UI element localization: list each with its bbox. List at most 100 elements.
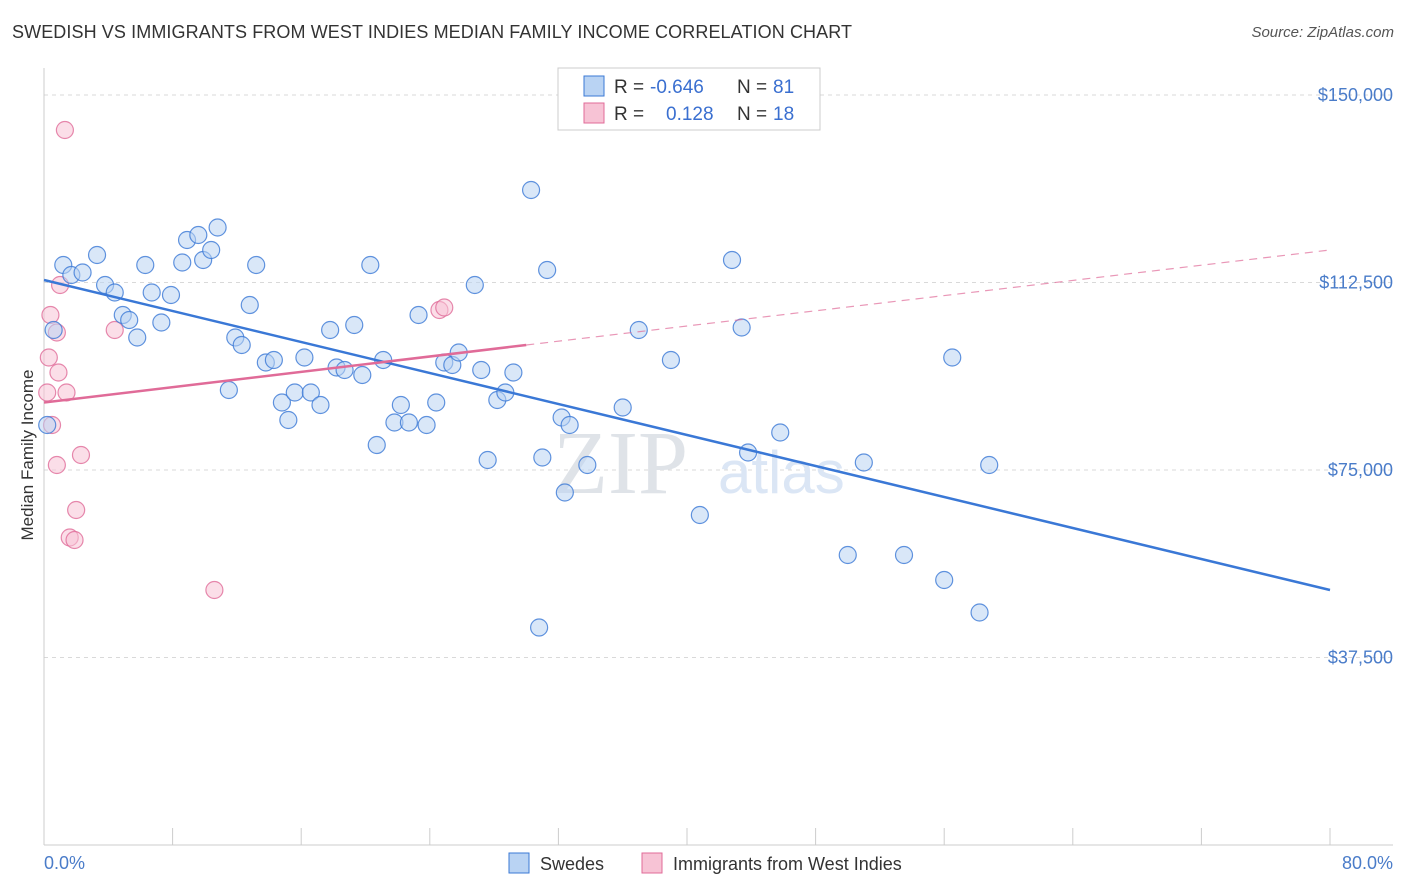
legend-swatch-swedes	[583, 75, 605, 97]
swedes-point	[285, 383, 304, 402]
swedes-point	[661, 350, 681, 370]
swedes-point	[578, 455, 597, 475]
swedes-point	[161, 285, 181, 305]
swedes-point	[613, 398, 632, 417]
west-indies-trend-line	[43, 343, 527, 404]
series-swedes-points	[38, 180, 999, 637]
west-indies-point	[49, 363, 68, 382]
swedes-point	[538, 260, 557, 280]
swedes-point	[142, 283, 161, 302]
swedes-point	[264, 350, 283, 370]
legend-r-value-west-indies: 0.128	[666, 104, 714, 125]
west-indies-point	[435, 298, 454, 317]
swedes-point	[521, 180, 541, 200]
swedes-point	[279, 410, 298, 430]
legend-r-label-west-indies: R =	[614, 104, 644, 125]
y-tick-label: $37,500	[1328, 648, 1393, 668]
swedes-point	[87, 245, 107, 265]
swedes-point	[44, 320, 63, 340]
watermark-atlas: atlas	[718, 439, 845, 506]
swedes-point	[409, 305, 428, 325]
swedes-point	[240, 295, 259, 315]
swedes-point	[38, 415, 57, 435]
bottom-legend-swatch-swedes	[508, 852, 530, 874]
swedes-point	[970, 603, 989, 622]
y-axis-label: Median Family Income	[18, 369, 37, 540]
swedes-point	[391, 395, 410, 415]
west-indies-point	[65, 530, 84, 550]
y-tick-label: $150,000	[1318, 85, 1393, 105]
grid-lines	[44, 94, 1393, 658]
swedes-point	[738, 443, 758, 462]
legend-n-label-swedes: N =	[737, 77, 767, 98]
swedes-trend-line	[43, 278, 1331, 592]
swedes-point	[353, 365, 372, 385]
swedes-point	[533, 448, 552, 467]
swedes-point	[560, 415, 579, 435]
west-indies-point	[38, 383, 57, 402]
west-indies-point	[71, 445, 91, 465]
y-tick-label: $75,000	[1328, 460, 1393, 480]
x-tick-min: 0.0%	[44, 853, 85, 873]
swedes-point	[504, 363, 523, 382]
axes	[43, 68, 1393, 846]
west-indies-point	[205, 580, 224, 600]
swedes-point	[771, 423, 790, 442]
legend-n-label-west-indies: N =	[737, 104, 767, 125]
stats-legend: R = -0.646 N = 81 R = 0.128 N = 18	[557, 67, 821, 131]
bottom-legend-label-west-indies: Immigrants from West Indies	[673, 854, 902, 874]
swedes-point	[417, 415, 436, 435]
west-indies-point	[41, 305, 60, 325]
swedes-point	[321, 320, 340, 340]
series-legend: Swedes Immigrants from West Indies	[508, 852, 902, 874]
swedes-point	[272, 393, 292, 412]
swedes-point	[943, 348, 962, 367]
x-tick-max: 80.0%	[1342, 853, 1393, 873]
swedes-point	[202, 240, 221, 260]
west-indies-point	[105, 320, 124, 340]
west-indies-point	[67, 500, 86, 520]
swedes-point	[173, 253, 192, 272]
swedes-point	[73, 263, 92, 282]
swedes-point	[345, 315, 364, 335]
swedes-point	[301, 383, 320, 402]
swedes-point	[629, 320, 648, 340]
swedes-point	[732, 318, 751, 337]
swedes-point	[980, 455, 999, 475]
swedes-point	[935, 570, 954, 590]
trend-lines	[43, 249, 1331, 592]
legend-swatch-west-indies	[583, 102, 605, 124]
swedes-point	[854, 453, 873, 472]
series-west-indies-points	[38, 120, 454, 600]
swedes-point	[295, 348, 314, 367]
swedes-point	[530, 618, 549, 637]
swedes-point	[232, 335, 251, 355]
swedes-point	[555, 483, 574, 502]
chart-title: SWEDISH VS IMMIGRANTS FROM WEST INDIES M…	[12, 22, 853, 42]
y-tick-labels: $37,500 $75,000 $112,500 $150,000	[1318, 85, 1393, 668]
y-tick-label: $112,500	[1319, 273, 1393, 293]
swedes-point	[367, 435, 386, 455]
swedes-point	[189, 225, 208, 245]
legend-n-value-west-indies: 18	[773, 104, 794, 125]
swedes-point	[472, 360, 491, 380]
bottom-legend-swatch-west-indies	[641, 852, 663, 874]
swedes-point	[335, 360, 354, 380]
swedes-point	[478, 450, 497, 470]
swedes-point	[427, 393, 446, 412]
west-indies-point	[39, 348, 58, 367]
swedes-point	[465, 275, 484, 295]
swedes-point	[399, 413, 419, 432]
legend-n-value-swedes: 81	[773, 77, 794, 98]
swedes-point	[128, 328, 147, 347]
west-indies-point	[55, 120, 74, 140]
source-credit: Source: ZipAtlas.com	[1251, 24, 1394, 41]
swedes-point	[136, 255, 155, 275]
swedes-point	[208, 218, 227, 237]
swedes-point	[120, 310, 139, 330]
swedes-point	[247, 255, 266, 275]
swedes-point	[838, 545, 857, 565]
swedes-point	[361, 255, 380, 275]
bottom-legend-label-swedes: Swedes	[540, 854, 604, 874]
